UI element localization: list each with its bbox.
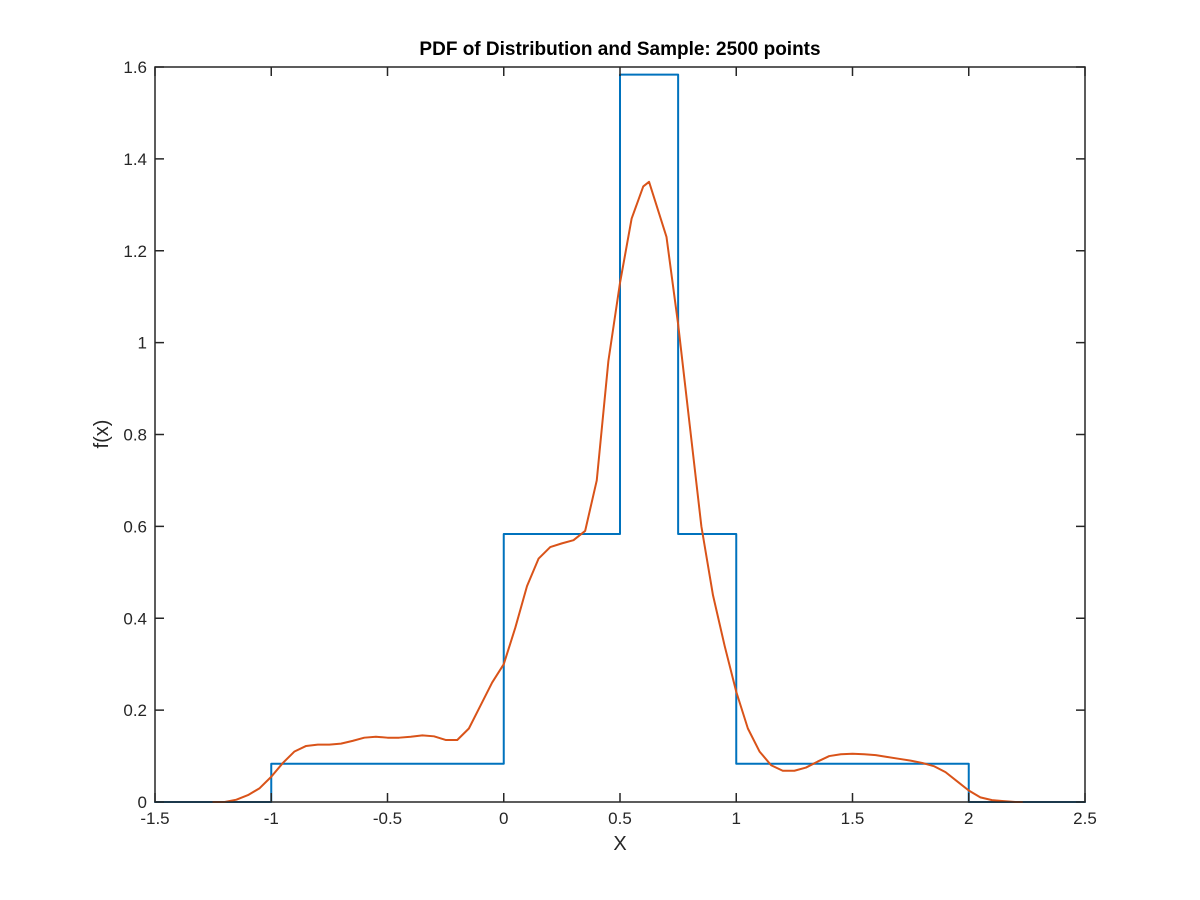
series-line-1 <box>154 73 1086 803</box>
y-tick-label: 1.2 <box>123 242 147 261</box>
x-tick-label: -0.5 <box>373 809 402 828</box>
x-tick-label: 0.5 <box>608 809 632 828</box>
y-tick-label: 1 <box>138 334 147 353</box>
chart-title: PDF of Distribution and Sample: 2500 poi… <box>419 39 820 60</box>
x-axis-label: X <box>613 833 626 855</box>
y-tick-label: 1.4 <box>123 150 147 169</box>
x-tick-label: 2.5 <box>1073 809 1097 828</box>
y-tick-label: 0.2 <box>123 701 147 720</box>
y-axis-label: f(x) <box>91 420 113 449</box>
x-tick-label: 1.5 <box>841 809 865 828</box>
y-tick-label: 0.4 <box>123 609 147 628</box>
axes-layer: -1.5 -1 -0.5 0 0.5 1 1.5 2 2.5 0 0.2 0.4 0.6 0.8 1 1.2 1… <box>123 58 1096 828</box>
x-tick-label: -1.5 <box>140 809 169 828</box>
x-tick-label: -1 <box>264 809 279 828</box>
x-tick-label: 1 <box>732 809 741 828</box>
series-layer <box>154 73 1086 803</box>
x-tick-label: 0 <box>499 809 508 828</box>
x-tick-label: 2 <box>964 809 973 828</box>
y-tick-label: 0.8 <box>123 426 147 445</box>
y-tick-label: 0 <box>138 793 147 812</box>
series-line-2 <box>212 180 1024 803</box>
y-tick-label: 0.6 <box>123 517 147 536</box>
y-tick-label: 1.6 <box>123 58 147 77</box>
